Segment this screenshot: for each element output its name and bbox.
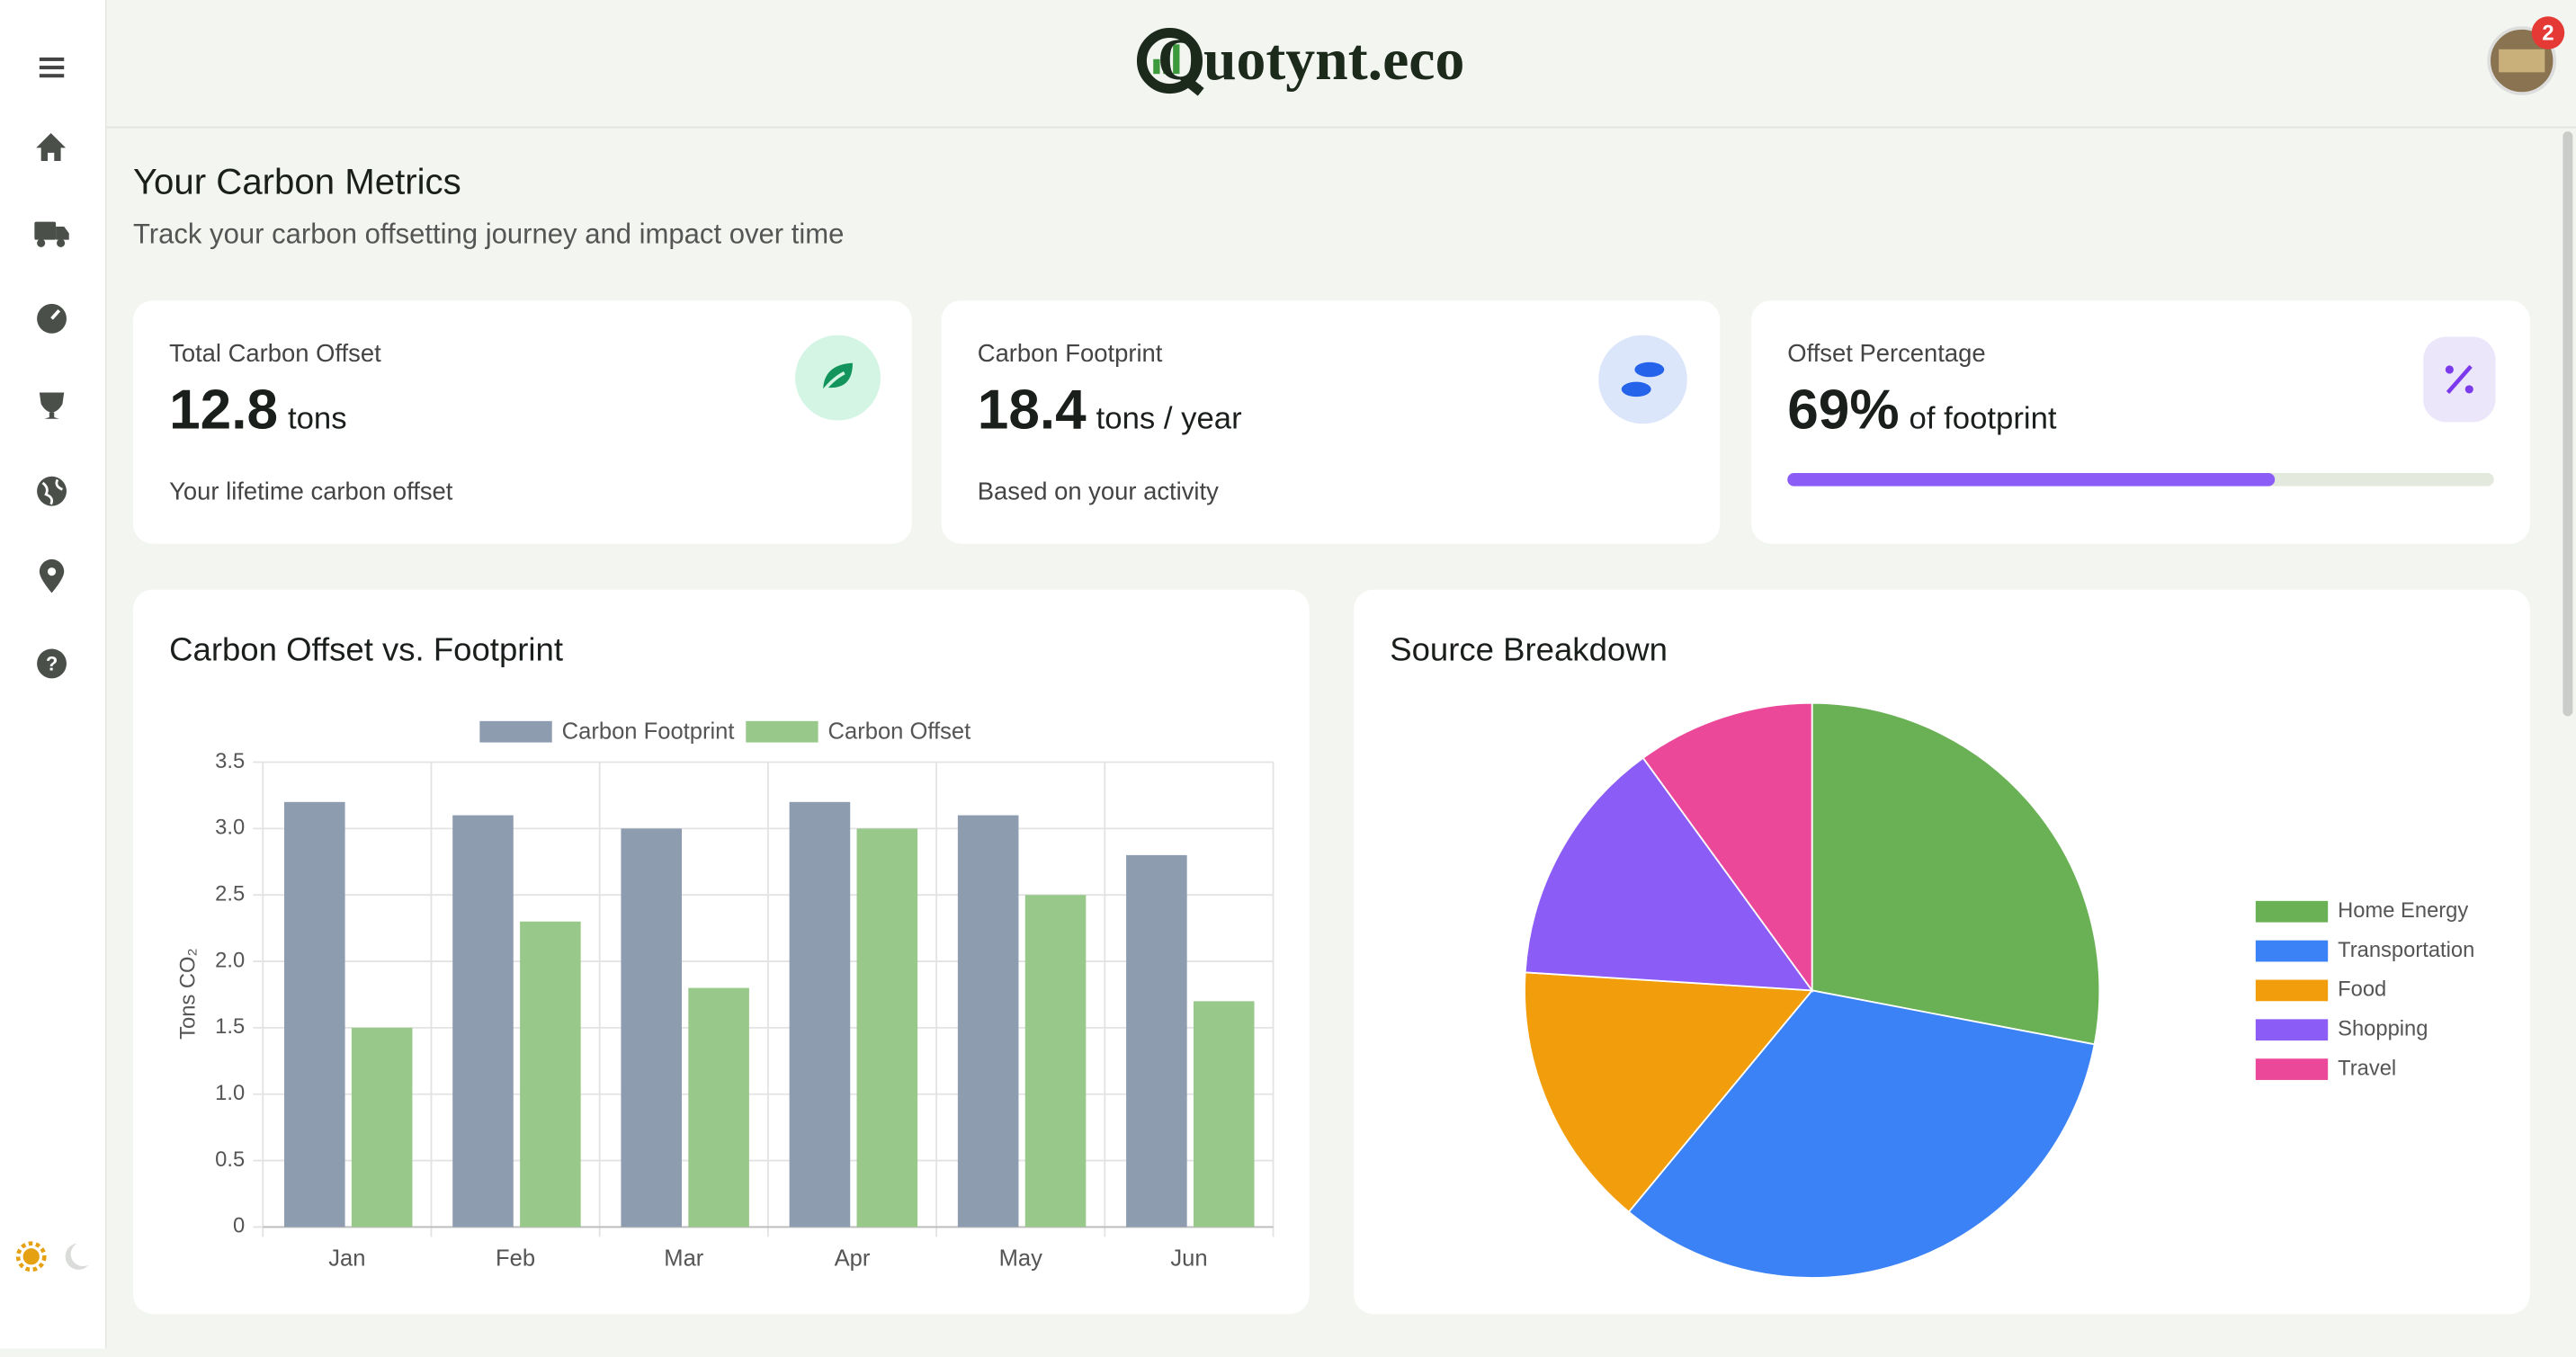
bar bbox=[789, 801, 851, 1228]
footprint-icon bbox=[1598, 335, 1687, 424]
sidebar: ? bbox=[0, 0, 107, 1349]
x-tick-label: Jan bbox=[328, 1246, 365, 1272]
legend-label: Home Energy bbox=[2338, 899, 2468, 923]
progress bbox=[1787, 473, 2494, 487]
bar bbox=[688, 987, 749, 1228]
bar bbox=[351, 1027, 413, 1228]
card-value: 18.4 bbox=[977, 379, 1087, 442]
chart-title: Source Breakdown bbox=[1390, 632, 1668, 669]
bar bbox=[283, 801, 345, 1228]
bar bbox=[1024, 895, 1087, 1228]
dark-mode-toggle[interactable] bbox=[65, 1243, 89, 1270]
card-value-row: 12.8 tons bbox=[169, 379, 346, 443]
card-unit: tons / year bbox=[1096, 402, 1242, 437]
y-tick-label: 1.0 bbox=[215, 1082, 245, 1105]
pie-slice bbox=[1524, 971, 1814, 1213]
menu-button[interactable] bbox=[39, 57, 65, 78]
gauge-icon[interactable] bbox=[37, 303, 67, 334]
y-tick-label: 0.5 bbox=[215, 1148, 245, 1172]
pie-chart: Home Energy Transportation Food Shopping Tra… bbox=[1524, 701, 2474, 1279]
y-tick-label: 0 bbox=[233, 1215, 245, 1238]
truck-icon[interactable] bbox=[34, 221, 69, 247]
notification-badge[interactable] bbox=[2531, 16, 2565, 49]
logo-mark[interactable] bbox=[1136, 28, 1204, 96]
y-tick-label: 1.5 bbox=[215, 1015, 245, 1039]
legend-swatch bbox=[746, 720, 818, 743]
x-tick-label: Apr bbox=[835, 1246, 871, 1272]
y-tick-label: 3.5 bbox=[215, 750, 245, 773]
x-tick-label: Jun bbox=[1170, 1246, 1207, 1272]
legend-label: Transportation bbox=[2338, 939, 2474, 962]
card-label: Offset Percentage bbox=[1787, 340, 1986, 369]
y-axis-title: Tons CO₂ bbox=[176, 948, 200, 1040]
bar bbox=[621, 828, 683, 1228]
page-title: Your Carbon Metrics bbox=[132, 160, 461, 202]
percent-icon bbox=[2423, 336, 2496, 423]
x-tick-label: Feb bbox=[496, 1246, 535, 1272]
svg-text:?: ? bbox=[46, 653, 58, 675]
top-bar-graphics: Quotynt.eco 2 bbox=[1136, 16, 2565, 96]
bar bbox=[1193, 1001, 1255, 1228]
legend-label: Carbon Offset bbox=[828, 719, 971, 744]
legend-swatch bbox=[2255, 979, 2329, 1002]
legend-label: Shopping bbox=[2338, 1017, 2428, 1040]
top-bar: Quotynt.eco 2 bbox=[106, 0, 2576, 129]
bar-chart: 0 0.5 1.0 1.5 2.0 2.5 3.0 3.5 Tons CO₂ Carbon Foo… bbox=[176, 719, 1275, 1272]
legend-label: Carbon Footprint bbox=[562, 719, 735, 744]
card-label: Total Carbon Offset bbox=[169, 340, 381, 369]
stat-card: Total Carbon Offset 12.8 tons Your lifeti… bbox=[132, 300, 912, 544]
legend-label: Travel bbox=[2338, 1057, 2396, 1080]
scrollbar[interactable] bbox=[2563, 131, 2573, 717]
pie-slice bbox=[1627, 989, 2096, 1279]
progress-fill bbox=[1787, 473, 2276, 487]
chart-card: Source Breakdown Home Energy Transportati… bbox=[1354, 589, 2530, 1315]
card-note: Based on your activity bbox=[977, 478, 1219, 506]
bar bbox=[856, 828, 918, 1228]
legend-swatch bbox=[2255, 940, 2329, 962]
card-label: Carbon Footprint bbox=[977, 340, 1163, 369]
card-note: Your lifetime carbon offset bbox=[169, 478, 453, 506]
chart-card: Carbon Offset vs. Footprint 0 0.5 1.0 1.5 2.… bbox=[132, 589, 1310, 1315]
card-unit: of footprint bbox=[1909, 402, 2057, 437]
notification-count: 2 bbox=[2542, 22, 2554, 46]
light-mode-toggle[interactable] bbox=[15, 1241, 47, 1272]
bar bbox=[520, 921, 581, 1228]
card-value-row: 69% of footprint bbox=[1787, 379, 2056, 443]
trophy-icon[interactable] bbox=[39, 392, 65, 419]
leaf-icon bbox=[795, 335, 881, 421]
legend-swatch bbox=[2255, 900, 2329, 923]
bar bbox=[1126, 854, 1187, 1228]
card-value: 69% bbox=[1787, 379, 1900, 442]
bar bbox=[957, 815, 1019, 1228]
sidebar-icons: ? bbox=[15, 57, 89, 1272]
globe-icon[interactable] bbox=[37, 476, 67, 506]
legend-swatch bbox=[2255, 1058, 2329, 1080]
pie-slice bbox=[1524, 756, 1814, 992]
pie-slice bbox=[1641, 701, 1813, 994]
bar bbox=[452, 815, 514, 1228]
y-tick-label: 2.0 bbox=[215, 949, 245, 972]
brand[interactable]: Quotynt.eco bbox=[1158, 27, 1465, 93]
card-value: 12.8 bbox=[169, 379, 279, 442]
pie-slice bbox=[1811, 701, 2101, 1046]
y-tick-label: 3.0 bbox=[215, 817, 245, 840]
card-unit: tons bbox=[287, 402, 347, 437]
legend-label: Food bbox=[2338, 978, 2386, 1002]
legend-swatch bbox=[2255, 1019, 2329, 1041]
y-tick-label: 2.5 bbox=[215, 882, 245, 906]
x-tick-label: Mar bbox=[664, 1246, 704, 1272]
stat-card: Offset Percentage 69% of footprint bbox=[1751, 300, 2530, 544]
card-value-row: 18.4 tons / year bbox=[978, 379, 1242, 443]
legend-swatch bbox=[479, 720, 552, 743]
location-icon[interactable] bbox=[39, 558, 65, 594]
x-tick-label: May bbox=[999, 1246, 1043, 1272]
home-icon[interactable] bbox=[36, 132, 67, 161]
chart-title: Carbon Offset vs. Footprint bbox=[169, 632, 564, 669]
stat-card: Carbon Footprint 18.4 tons / year Based o… bbox=[941, 300, 1721, 544]
page-subtitle: Track your carbon offsetting journey and… bbox=[132, 218, 845, 250]
help-icon[interactable]: ? bbox=[37, 648, 67, 679]
